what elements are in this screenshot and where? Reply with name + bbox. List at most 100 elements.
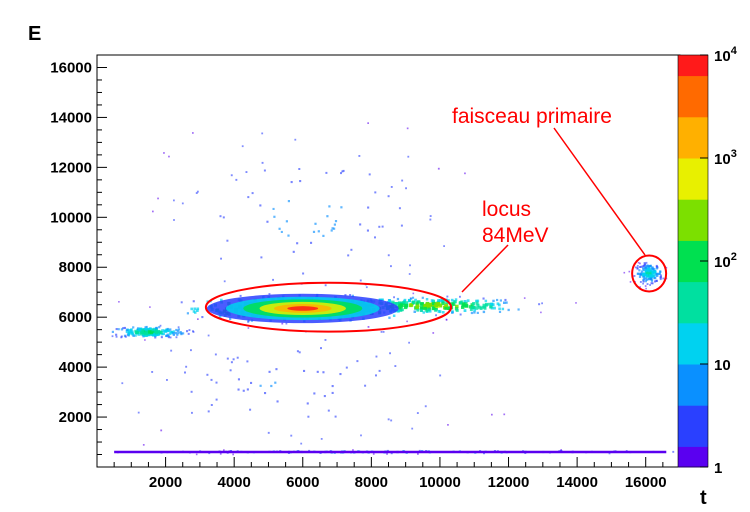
heatmap-cell	[367, 326, 370, 328]
heatmap-cell	[149, 330, 154, 335]
heatmap-cell	[655, 264, 658, 267]
heatmap-cell	[382, 331, 385, 333]
axes-layer: 2000 4000 6000 8000 10000 12000 14000 16000 2000…	[50, 59, 666, 491]
colorbar-segment	[678, 209, 708, 221]
heatmap-cell	[643, 262, 646, 264]
heatmap-cell	[352, 449, 354, 451]
heatmap-cell	[260, 256, 263, 259]
heatmap-cell	[111, 335, 114, 338]
heatmap-cell	[182, 332, 185, 335]
heatmap-cell	[342, 169, 345, 172]
x-tick-label: 14000	[556, 474, 598, 491]
heatmap-cell	[412, 296, 415, 299]
heatmap-cell	[259, 384, 262, 387]
heatmap-cell	[645, 261, 648, 264]
heatmap-cell	[197, 318, 199, 320]
heatmap-cell	[278, 227, 281, 230]
heatmap-cell	[344, 294, 347, 297]
heatmap-cell	[245, 171, 248, 173]
heatmap-cell	[634, 266, 637, 269]
colorbar-segment	[678, 281, 708, 293]
heatmap-cell	[146, 329, 150, 333]
heatmap-cell	[296, 242, 299, 245]
heatmap-cell	[392, 314, 396, 317]
colorbar-segment	[678, 271, 708, 283]
heatmap-cell	[111, 330, 114, 333]
heatmap-cell	[459, 295, 461, 298]
heatmap-cell	[642, 277, 646, 281]
heatmap-cell	[435, 314, 437, 317]
heatmap-cell	[196, 190, 199, 193]
heatmap-cell	[187, 332, 190, 335]
locus-annotation-text: locus	[482, 198, 531, 221]
heatmap-cell	[378, 369, 381, 372]
heatmap-cell	[648, 274, 652, 277]
heatmap-cell	[232, 453, 234, 456]
heatmap-cell	[360, 434, 362, 437]
heatmap-cell	[395, 302, 399, 306]
heatmap-cell	[191, 411, 193, 414]
heatmap-cell	[172, 332, 175, 335]
colorbar-segment	[678, 436, 708, 447]
heatmap-cell	[499, 299, 502, 302]
x-tick-label: 16000	[625, 474, 667, 491]
heatmap-cell	[136, 330, 140, 334]
heatmap-cell	[166, 333, 169, 337]
heatmap-cell	[477, 305, 481, 309]
heatmap-cell	[186, 330, 189, 333]
heatmap-cell	[190, 349, 192, 352]
heatmap-cell	[450, 298, 454, 302]
heatmap-cell	[446, 295, 449, 298]
colorbar-segment	[678, 291, 708, 303]
heatmap-cell	[229, 369, 232, 372]
heatmap-cell	[160, 336, 163, 339]
y-tick-label: 6000	[59, 309, 92, 326]
heatmap-cell	[441, 301, 445, 306]
heatmap-cell	[266, 220, 269, 223]
heatmap-cell	[320, 438, 323, 440]
colorbar-tick-label: 103	[714, 148, 737, 168]
heatmap-cell	[341, 170, 344, 173]
heatmap-cell	[164, 330, 168, 333]
heatmap-cell	[125, 328, 129, 332]
heatmap-cell	[222, 216, 225, 219]
heatmap-cell	[481, 305, 485, 309]
heatmap-cell	[638, 275, 642, 278]
colorbar-segment	[678, 85, 708, 97]
heatmap-cell	[429, 215, 432, 217]
colorbar-tick-exponent: 2	[731, 251, 737, 263]
heatmap-cell	[650, 279, 654, 282]
heatmap-cell	[310, 241, 313, 244]
heatmap-cell	[644, 263, 647, 266]
heatmap-cell	[276, 400, 279, 403]
heatmap-cell	[226, 239, 229, 242]
heatmap-cell	[503, 301, 506, 304]
heatmap-cell	[420, 309, 423, 312]
heatmap-cell	[455, 308, 459, 312]
heatmap-cell	[444, 303, 449, 308]
heatmap-cell	[186, 312, 189, 315]
heatmap-cell	[463, 300, 467, 303]
heatmap-cell	[636, 266, 639, 269]
heatmap-cell	[651, 282, 654, 285]
heatmap-cell	[399, 308, 403, 312]
faisceau-annotation-pointer	[553, 127, 646, 256]
heatmap-cell	[298, 351, 301, 354]
heatmap-cell	[646, 283, 649, 285]
colorbar-segment	[678, 456, 708, 468]
heatmap-cell	[639, 262, 641, 265]
heatmap-cell	[232, 358, 235, 361]
heatmap-cell	[637, 272, 640, 275]
heatmap-cell	[648, 270, 652, 274]
heatmap-cell	[476, 311, 479, 314]
heatmap-cell	[250, 381, 253, 384]
heatmap-cell	[482, 310, 486, 314]
heatmap-cell	[389, 352, 391, 355]
heatmap-cell	[538, 303, 541, 306]
heatmap-cell	[426, 308, 430, 312]
heatmap-cell	[414, 298, 417, 302]
colorbar-segment	[678, 219, 708, 231]
heatmap-cell	[246, 388, 249, 391]
heatmap-cell	[653, 273, 657, 277]
